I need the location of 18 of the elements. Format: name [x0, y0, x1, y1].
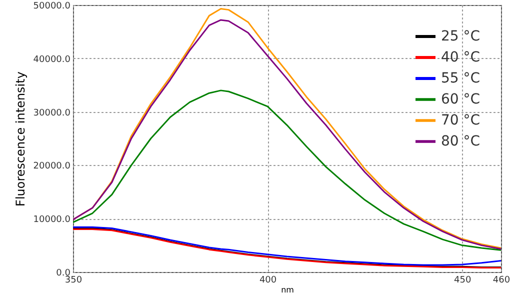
y-axis-title: Fluorescence intensity: [13, 72, 28, 206]
x-tick-label: 460: [492, 276, 510, 286]
legend-label: 80 °C: [441, 134, 480, 150]
legend-label: 55 °C: [441, 70, 480, 86]
legend-label: 70 °C: [441, 112, 480, 128]
x-tick-label: 350: [64, 276, 82, 286]
y-tick-label: 40000.0: [33, 54, 71, 65]
y-tick-label: 20000.0: [33, 162, 71, 172]
x-tick-label: 400: [259, 276, 277, 286]
x-tick-label: 450: [454, 276, 472, 286]
x-axis-title: nm: [281, 286, 294, 294]
y-tick-label: 30000.0: [33, 108, 71, 118]
y-tick-label: 50000.0: [33, 2, 71, 12]
legend-label: 60 °C: [441, 92, 480, 108]
legend-label: 40 °C: [441, 50, 480, 66]
line-series: [73, 90, 501, 251]
legend-label: 25 °C: [441, 28, 480, 44]
y-tick-label: 10000.0: [33, 215, 71, 226]
